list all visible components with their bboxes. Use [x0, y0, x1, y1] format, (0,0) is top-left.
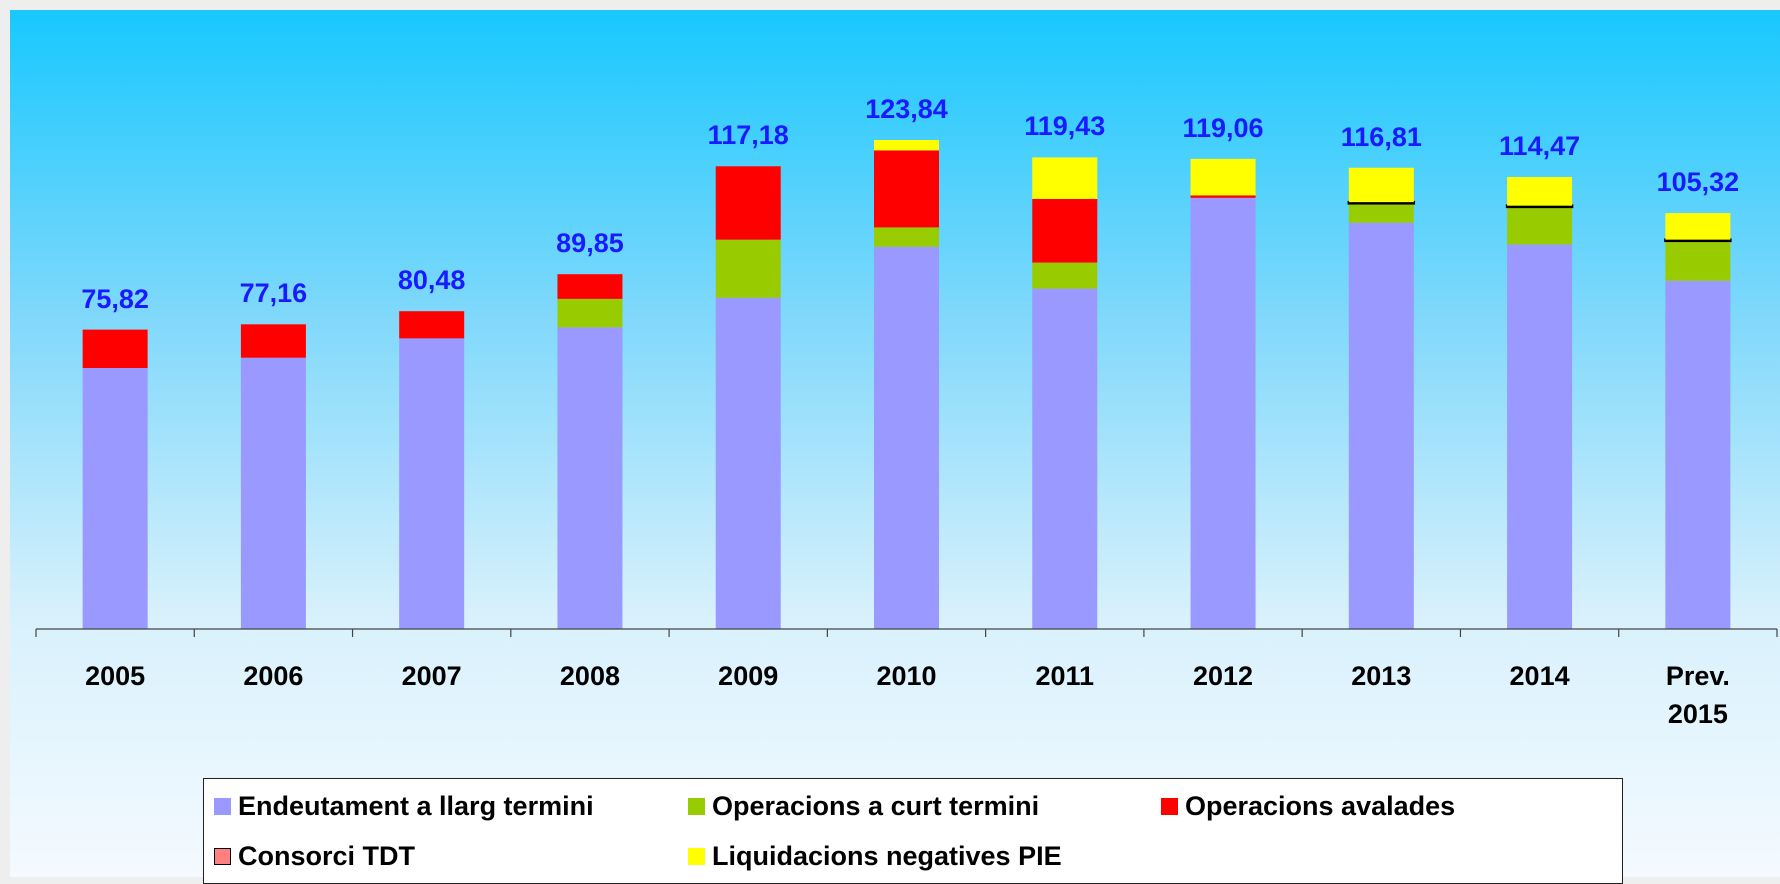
- bar-segment: [1664, 238, 1732, 243]
- legend-item: Operacions avalades: [1161, 791, 1455, 822]
- bar-segment: [82, 367, 148, 629]
- legend-swatch: [688, 848, 705, 865]
- total-label: 116,81: [1340, 121, 1422, 152]
- legend-label: Consorci TDT: [238, 841, 416, 871]
- bar-segment: [557, 274, 623, 299]
- legend-swatch: [1161, 798, 1178, 815]
- bar-segment: [557, 327, 623, 629]
- total-label: 105,32: [1656, 167, 1740, 198]
- chart-panel: Endeutament a llarg termini Operacions a …: [10, 10, 1780, 884]
- bar-segment: [1507, 244, 1573, 629]
- bar-segment: [1032, 288, 1098, 629]
- x-tick-label: 2008: [559, 661, 620, 691]
- legend-swatch: [688, 798, 705, 815]
- total-label: 89,85: [556, 228, 624, 259]
- legend-label: Liquidacions negatives PIE: [712, 841, 1062, 871]
- legend-swatch: [214, 848, 231, 865]
- x-tick-label: 2013: [1351, 661, 1412, 691]
- bar-segment: [715, 166, 781, 240]
- legend-item: Consorci TDT: [214, 841, 415, 872]
- x-tick-label: 2011: [1035, 661, 1095, 691]
- bar-segment: [1032, 198, 1098, 263]
- bar-segment: [1348, 222, 1414, 629]
- bar-segment: [1190, 158, 1256, 196]
- bar-segment: [399, 338, 465, 629]
- bar-segment: [1507, 176, 1573, 206]
- x-tick-label: 2006: [243, 661, 304, 691]
- legend-item: Endeutament a llarg termini: [214, 791, 594, 822]
- bar-segment: [715, 297, 781, 629]
- x-tick-label: 2012: [1192, 661, 1254, 691]
- bar-segment: [240, 324, 306, 358]
- bar-segment: [1665, 280, 1731, 629]
- bar-segment: [1347, 200, 1416, 205]
- bar-segment: [715, 239, 781, 298]
- bar-segment: [1348, 167, 1414, 203]
- bar-segment: [557, 298, 623, 328]
- bar-segment: [874, 139, 939, 151]
- legend: Endeutament a llarg termini Operacions a …: [203, 778, 1623, 884]
- total-label: 123,84: [865, 93, 948, 124]
- x-tick-label: 2005: [85, 661, 146, 691]
- total-label: 117,18: [707, 120, 789, 151]
- bar-segment: [874, 246, 939, 629]
- legend-label: Operacions a curt termini: [712, 791, 1040, 821]
- bar-segment: [1665, 240, 1731, 281]
- legend-swatch: [214, 798, 231, 815]
- legend-item: Liquidacions negatives PIE: [688, 841, 1062, 872]
- total-label: 80,48: [397, 265, 466, 296]
- legend-item: Operacions a curt termini: [688, 791, 1039, 822]
- legend-label: Endeutament a llarg termini: [238, 791, 594, 821]
- bar-segment: [1190, 197, 1256, 630]
- x-tick-label: Prev. 2015: [1665, 661, 1730, 729]
- bar-segment: [1190, 195, 1256, 198]
- bar-segment: [1507, 206, 1573, 245]
- total-label: 75,82: [81, 283, 149, 314]
- bar-segment: [399, 311, 465, 339]
- x-tick-label: 2009: [718, 661, 779, 691]
- bar-segment: [1348, 203, 1414, 223]
- total-label: 119,06: [1182, 112, 1264, 143]
- x-tick-label: 2007: [401, 661, 462, 691]
- bar-segment: [240, 357, 306, 629]
- total-label: 114,47: [1499, 130, 1581, 161]
- bar-segment: [1665, 213, 1731, 240]
- bar-segment: [874, 150, 939, 228]
- bar-segment: [1032, 157, 1098, 199]
- bar-segment: [1505, 204, 1574, 209]
- bar-segment: [82, 329, 148, 368]
- bar-segment: [1032, 262, 1098, 289]
- bar-segment: [874, 227, 939, 247]
- total-label: 119,43: [1024, 111, 1106, 142]
- x-tick-label: 2010: [876, 661, 937, 691]
- x-tick-label: 2014: [1509, 661, 1570, 691]
- legend-label: Operacions avalades: [1185, 791, 1456, 821]
- chart: [35, 139, 1778, 637]
- total-label: 77,16: [239, 278, 308, 309]
